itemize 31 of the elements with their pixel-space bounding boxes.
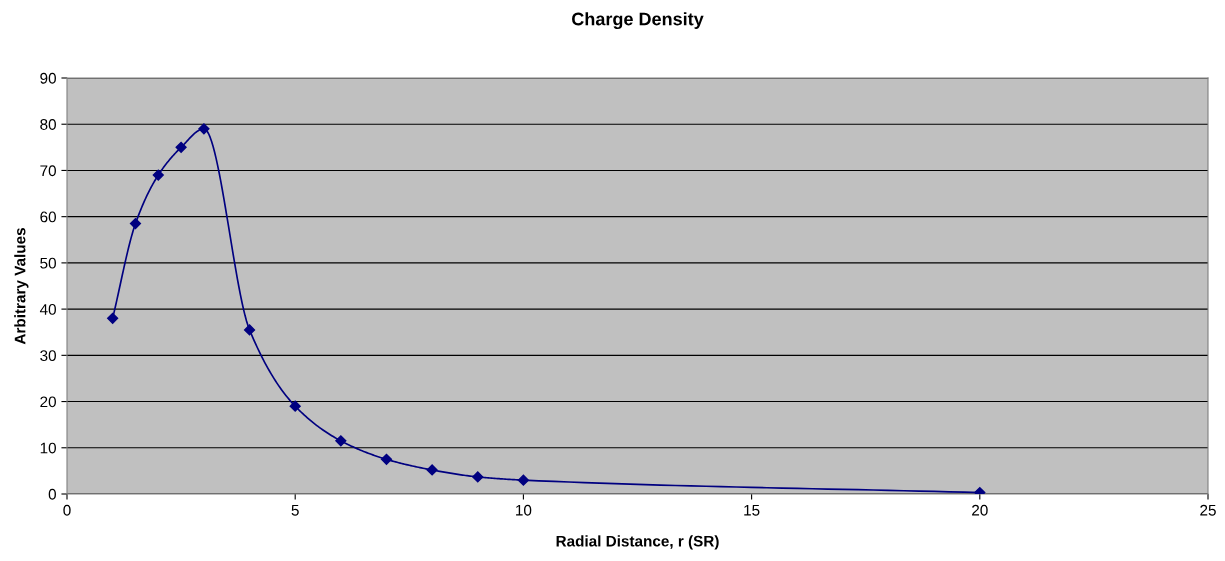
x-tick-label: 25 [1200, 504, 1216, 516]
point [107, 312, 119, 324]
y-tick-label: 60 [40, 211, 56, 223]
y-tick-label: 40 [39, 303, 56, 315]
point [175, 141, 187, 153]
chart-title: Charge Density [572, 12, 704, 30]
y-axis-title: Arbitrary Values [14, 228, 29, 345]
point [198, 123, 210, 135]
point [289, 400, 301, 412]
point [472, 471, 484, 483]
point [380, 453, 393, 465]
y-tick-label: 20 [40, 396, 56, 408]
y-tick-label: 90 [40, 72, 56, 84]
point [426, 464, 438, 476]
point [243, 324, 256, 336]
point [517, 474, 530, 486]
point [152, 169, 164, 181]
x-tick-label: 5 [291, 504, 299, 516]
y-tick-label: 0 [48, 488, 56, 500]
x-tick-label: 20 [972, 504, 988, 516]
point [129, 217, 142, 230]
y-tick-label: 10 [40, 442, 56, 454]
y-tick-label: 30 [40, 350, 56, 362]
x-tick-label: 0 [63, 504, 71, 516]
y-tick-label: 70 [40, 165, 56, 177]
point [335, 435, 347, 447]
x-axis-title: Radial Distance, r (SR) [556, 535, 719, 550]
y-tick-label: 80 [40, 119, 56, 130]
y-tick-label: 50 [40, 257, 56, 269]
x-tick-label: 15 [744, 504, 760, 516]
x-tick-label: 10 [516, 504, 532, 516]
